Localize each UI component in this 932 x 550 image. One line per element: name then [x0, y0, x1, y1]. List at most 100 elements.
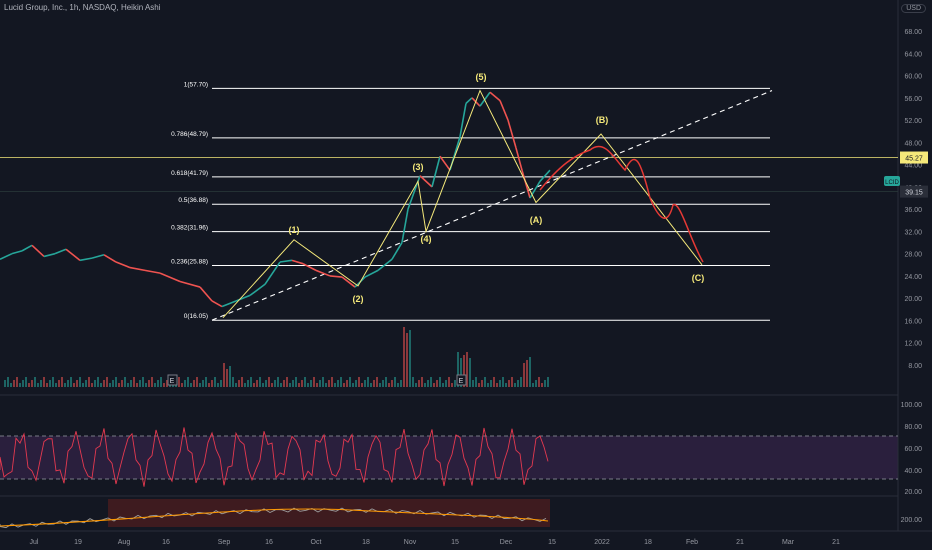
volume-bar [397, 383, 399, 387]
volume-bar [112, 380, 114, 387]
price-tick-label: 32.00 [904, 229, 922, 236]
volume-bar [379, 383, 381, 387]
currency-badge[interactable]: USD [901, 4, 926, 13]
volume-bar [286, 377, 288, 387]
price-candle [43, 252, 56, 258]
volume-bar [259, 377, 261, 387]
volume-bar [394, 377, 396, 387]
volume-bar [292, 380, 294, 387]
volume-bar [340, 377, 342, 387]
volume-bar [469, 358, 471, 387]
time-tick-label: Feb [686, 539, 698, 546]
price-candle [21, 244, 33, 252]
price-tick-label: 64.00 [904, 51, 922, 58]
volume-bar [358, 377, 360, 387]
volume-bar [139, 380, 141, 387]
volume-bar [268, 377, 270, 387]
volume-bar [451, 383, 453, 387]
volume-bar [220, 380, 222, 387]
volume-bar [211, 380, 213, 387]
time-tick-label: 19 [74, 539, 82, 546]
time-tick-label: 21 [832, 539, 840, 546]
volume-bar [124, 377, 126, 387]
volume-bar [100, 383, 102, 387]
volume-bar [22, 380, 24, 387]
price-candle [419, 175, 433, 188]
time-tick-label: 18 [362, 539, 370, 546]
volume-bar [148, 380, 150, 387]
volume-bar [106, 377, 108, 387]
volume-bar [88, 377, 90, 387]
time-tick-label: Nov [404, 539, 417, 546]
price-candle [249, 283, 266, 297]
trend-line [211, 90, 773, 321]
volume-bar [181, 383, 183, 387]
price-tick-label: 24.00 [904, 274, 922, 281]
fib-level-label: 0.5(36.88) [178, 197, 208, 204]
earnings-marker [456, 374, 467, 386]
volume-bar [205, 377, 207, 387]
volume-bar [412, 377, 414, 387]
price-candle [179, 280, 201, 288]
price-candle [115, 261, 131, 269]
volume-bar [328, 380, 330, 387]
volume-bar [142, 377, 144, 387]
volume-bar [316, 383, 318, 387]
price-badge [900, 185, 928, 198]
price-candle [521, 169, 531, 199]
volume-bar [388, 383, 390, 387]
volume-bar [481, 380, 483, 387]
volume-bar [415, 383, 417, 387]
wave-label: (A) [530, 215, 543, 225]
volume-bar [520, 377, 522, 387]
volume-bar [487, 383, 489, 387]
price-candle [221, 300, 237, 308]
volume-bar [454, 380, 456, 387]
price-candle [103, 254, 117, 263]
volume-bar [418, 380, 420, 387]
volume-bar [19, 383, 21, 387]
price-tick-label: 68.00 [904, 29, 922, 36]
wave-label: (5) [476, 72, 487, 82]
price-candle [329, 275, 343, 278]
volume-bar [151, 377, 153, 387]
volume-bar [436, 380, 438, 387]
time-tick-label: Jul [30, 539, 39, 546]
volume-bar [25, 377, 27, 387]
volume-bar [352, 383, 354, 387]
earnings-marker-label: E [459, 378, 464, 385]
volume-bar [118, 383, 120, 387]
projection-path [539, 145, 704, 263]
price-badge-label: 39.15 [905, 190, 923, 197]
volume-bar [49, 380, 51, 387]
volume-bar [37, 383, 39, 387]
time-tick-label: Dec [500, 539, 513, 546]
time-tick-label: 16 [162, 539, 170, 546]
volume-bar [364, 380, 366, 387]
volume-bar [34, 377, 36, 387]
price-candle [377, 258, 393, 271]
price-candle [65, 248, 81, 261]
rsi-tick-label: 20.00 [904, 489, 922, 496]
volume-bar [322, 377, 324, 387]
volume-bar [43, 377, 45, 387]
volume-bar [67, 380, 69, 387]
time-tick-label: Aug [118, 539, 131, 546]
volume-bar [319, 380, 321, 387]
price-tick-label: 44.00 [904, 163, 922, 170]
volume-bar [496, 383, 498, 387]
volume-bar [409, 330, 411, 387]
volume-bar [289, 383, 291, 387]
price-tick-label: 52.00 [904, 118, 922, 125]
price-candle [341, 276, 356, 288]
price-candle [279, 259, 293, 263]
volume-bar [31, 380, 33, 387]
price-candle [129, 266, 146, 272]
volume-bar [325, 383, 327, 387]
volume-bar [250, 377, 252, 387]
volume-bar [103, 380, 105, 387]
volume-bar [331, 377, 333, 387]
wave-label: (C) [692, 273, 705, 283]
volume-bar [343, 383, 345, 387]
